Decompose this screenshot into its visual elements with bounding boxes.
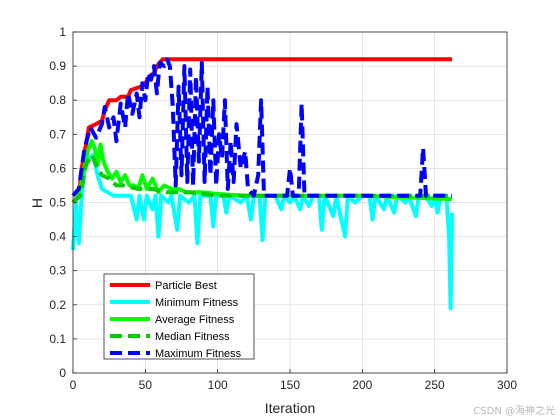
y-tick-label: 0.4 [49,230,66,244]
legend-label-minimum-fitness: Minimum Fitness [155,297,239,309]
legend-label-median-fitness: Median Fitness [155,331,230,343]
y-tick-label: 0.6 [49,161,66,175]
y-axis-label: H [29,198,45,208]
series-group [71,57,454,311]
x-tick-label: 50 [139,378,153,392]
x-axis-label: Iteration [265,400,316,416]
x-tick-label: 200 [352,378,372,392]
y-tick-label: 0.2 [49,298,66,312]
x-tick-label: 250 [425,378,445,392]
legend-label-maximum-fitness: Maximum Fitness [155,348,242,360]
y-tick-label: 0.7 [49,127,66,141]
y-tick-label: 0.3 [49,264,66,278]
y-tick-label: 1 [59,25,66,39]
series-line-maximum-fitness [71,57,452,198]
x-tick-label: 300 [497,378,517,392]
y-tick-label: 0.9 [49,59,66,73]
y-tick-label: 0 [59,366,66,380]
x-tick-label: 100 [208,378,228,392]
legend: Particle Best Minimum Fitness Average Fitn… [103,273,255,360]
legend-label-average-fitness: Average Fitness [155,314,235,326]
y-tick-label: 0.1 [49,332,66,346]
legend-box [103,273,255,360]
watermark: CSDN @海神之光 [473,404,555,417]
x-tick-label: 0 [70,378,77,392]
axis-ticks: 0 50 100 150 200 250 300 0 0.1 0.2 0.3 0.4 0.5 0.6 0.7… [49,25,517,392]
series-line-median-fitness [71,152,452,204]
y-tick-label: 0.8 [49,93,66,107]
legend-label-particle-best: Particle Best [155,280,217,292]
y-tick-label: 0.5 [49,196,66,210]
x-tick-label: 150 [280,378,300,392]
